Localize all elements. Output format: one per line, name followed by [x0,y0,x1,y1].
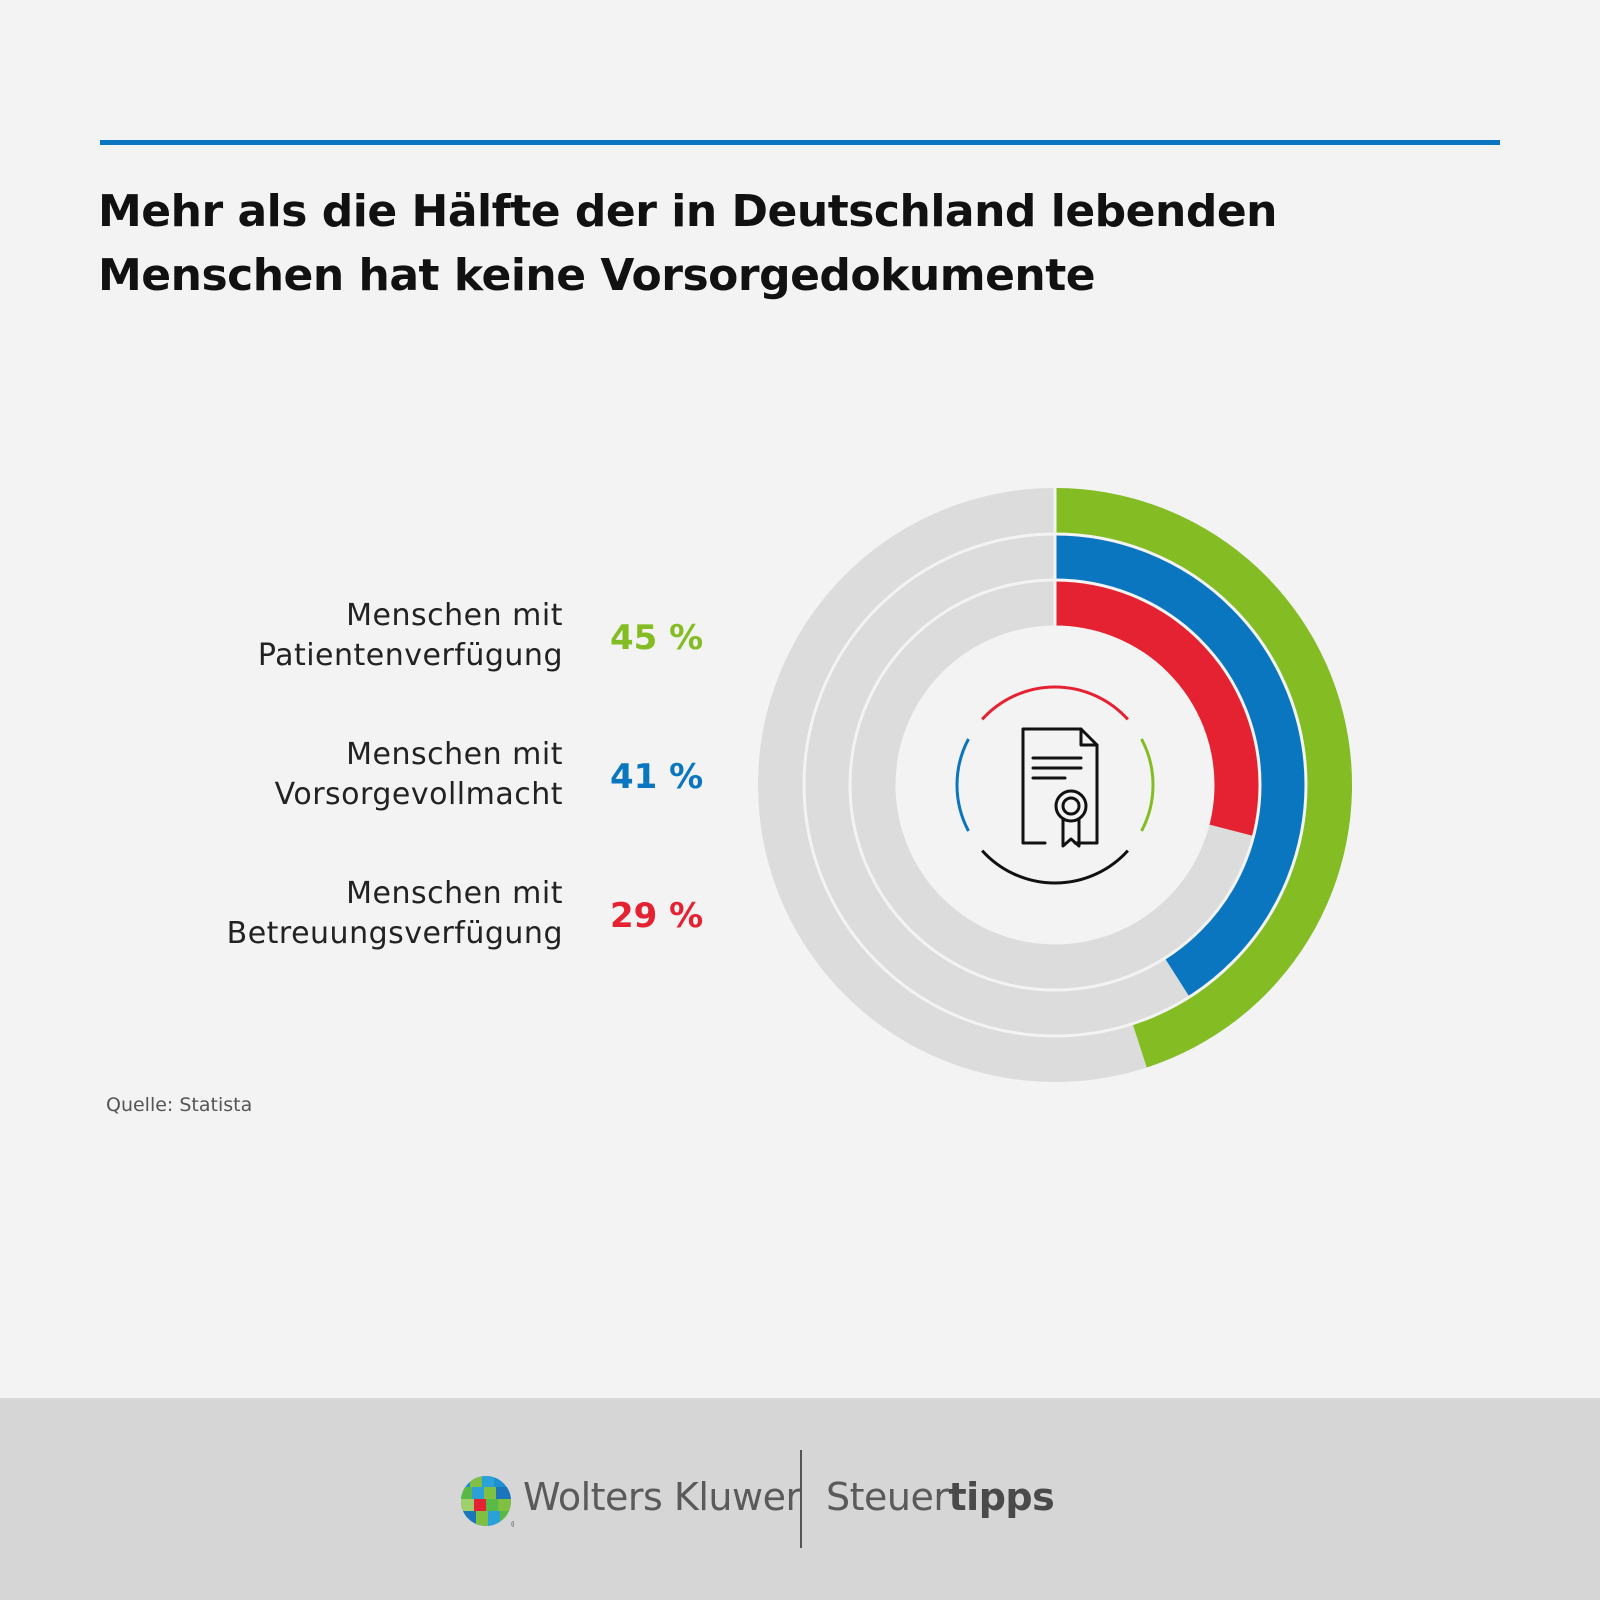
badge-arc-1 [981,685,1129,721]
badge-arc-2 [1140,738,1155,832]
product-name-regular: Steuer [826,1475,949,1519]
certificate-document-icon [1021,727,1099,848]
legend-value: 41 % [610,757,704,797]
badge-arc-3 [981,849,1129,885]
ring-bar-1 [1055,488,1352,1068]
product-name: Steuertipps [826,1472,1055,1522]
legend-item-patientenverfuegung: Menschen mit Patientenverfügung 45 % [160,596,704,686]
radial-bar-chart [757,487,1352,1082]
donut-hole [899,629,1211,941]
legend-value: 29 % [610,896,704,936]
legend-value: 45 % [610,618,704,658]
ring-bar-2 [1055,534,1306,997]
source-note: Quelle: Statista [106,1094,253,1116]
svg-text:®: ® [510,1520,514,1529]
legend-label: Menschen mit Betreuungsverfügung [226,876,563,951]
chart-rings [757,487,1352,1082]
center-badge-arcs [955,685,1155,885]
legend-item-betreuungsverfuegung: Menschen mit Betreuungsverfügung 29 % [160,874,704,964]
badge-arc-4 [955,738,970,832]
product-name-bold: tipps [948,1475,1055,1519]
wolters-kluwer-logo-icon: ® [461,1476,514,1529]
legend-label: Menschen mit Patientenverfügung [257,598,563,673]
center-badge [955,685,1155,885]
footer-divider [800,1450,802,1548]
brand-name: Wolters Kluwer [523,1475,801,1519]
footer-bar: ® Wolters Kluwer Steuertipps [0,1398,1600,1600]
chart-title: Mehr als die Hälfte der in Deutschland l… [98,186,1277,301]
legend-item-vorsorgevollmacht: Menschen mit Vorsorgevollmacht 41 % [160,735,704,825]
legend-label: Menschen mit Vorsorgevollmacht [274,737,563,812]
top-accent-rule [100,140,1500,145]
ring-bar-3 [1055,580,1260,836]
